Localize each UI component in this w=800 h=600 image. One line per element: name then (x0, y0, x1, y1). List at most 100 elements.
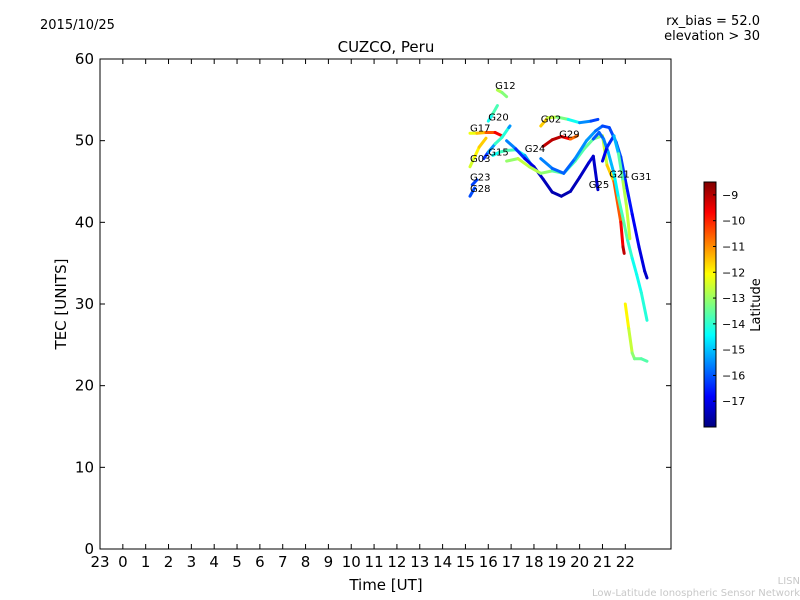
track-segment (573, 147, 586, 163)
track-segment (582, 137, 595, 151)
x-tick-label: 1 (141, 553, 151, 571)
track-segment (626, 238, 634, 260)
x-tick-label: 16 (479, 553, 498, 571)
track-segment (555, 115, 570, 121)
track-segment (477, 136, 488, 149)
track-segment (623, 178, 634, 216)
satellite-label: G15 (488, 147, 508, 158)
colorbar-label: Latitude (749, 278, 764, 332)
satellite-track (486, 104, 499, 123)
y-tick-label: 40 (75, 213, 94, 231)
track-segment (516, 157, 531, 169)
track-segment (468, 155, 477, 169)
track-segment (637, 245, 647, 273)
date-label: 2015/10/25 (40, 18, 115, 33)
satellite-track (482, 124, 512, 161)
track-segment (505, 148, 518, 152)
track-segment (541, 138, 554, 148)
colorbar-tick-label: −12 (722, 266, 745, 279)
colorbar-tick-label: −15 (722, 344, 745, 357)
track-segment (627, 327, 634, 355)
track-segment (468, 186, 477, 198)
satellite-label: G20 (488, 112, 508, 123)
track-segment (625, 204, 632, 241)
satellite-label: G03 (470, 154, 490, 165)
track-segment (612, 180, 623, 224)
track-segment (639, 357, 649, 363)
rx-bias-label: rx_bias = 52.0 (666, 14, 760, 29)
track-segment (619, 220, 625, 249)
track-segment (507, 124, 512, 130)
y-tick-label: 0 (84, 540, 94, 558)
satellite-track (468, 136, 488, 169)
colorbar-tick-label: −10 (722, 215, 745, 228)
satellite-track (468, 186, 477, 198)
x-tick-label: 21 (593, 553, 612, 571)
track-segment (493, 131, 504, 138)
track-segment (639, 291, 649, 322)
track-segment (617, 152, 625, 183)
satellite-track (505, 139, 600, 198)
track-segment (566, 117, 582, 125)
track-segment (630, 256, 639, 277)
track-segment (578, 119, 593, 125)
x-tick-label: 7 (278, 553, 288, 571)
satellite-track (623, 302, 649, 363)
track-segment (621, 245, 626, 255)
colorbar-tick-label: −13 (722, 292, 745, 305)
track-segment (562, 157, 577, 175)
chart-title: CUZCO, Peru (338, 38, 435, 56)
y-tick-label: 60 (75, 50, 94, 68)
x-tick-label: 15 (456, 553, 475, 571)
track-segment (523, 157, 536, 169)
track-segment (635, 273, 643, 295)
track-segment (617, 196, 625, 220)
track-segment (505, 139, 518, 151)
colorbar-tick-label: −16 (722, 369, 745, 382)
track-segment (500, 126, 511, 139)
colorbar-tick-label: −14 (722, 318, 745, 331)
x-tick-label: 9 (324, 553, 334, 571)
y-tick-label: 10 (75, 458, 94, 476)
track-segment (606, 150, 616, 175)
track-segment (623, 302, 631, 330)
x-axis-label: Time [UT] (348, 576, 422, 594)
x-tick-label: 18 (524, 553, 543, 571)
x-tick-label: 10 (342, 553, 361, 571)
track-segment (539, 157, 554, 170)
track-segment (550, 190, 563, 198)
track-segment (605, 163, 616, 183)
track-segment (612, 134, 620, 156)
satellite-label: G28 (470, 184, 490, 195)
track-segment (470, 178, 479, 187)
satellite-track (495, 88, 509, 99)
satellite-label: G12 (495, 81, 515, 92)
x-tick-label: 2 (164, 553, 174, 571)
colorbar (703, 181, 717, 428)
y-axis-label: TEC [UNITS] (52, 259, 70, 351)
colorbar-ticks: −9 −10 −11 −12 −13 −14 −15 −16 −17 (713, 189, 745, 408)
track-segment (621, 216, 630, 242)
satellite-label: G02 (541, 115, 561, 126)
track-segment (601, 145, 609, 163)
y-tick-label: 30 (75, 295, 94, 313)
track-segment (527, 165, 543, 175)
x-tick-label: 20 (570, 553, 589, 571)
satellite-track (541, 134, 579, 148)
x-tick-label: 0 (118, 553, 128, 571)
track-segment (491, 104, 499, 116)
track-segment (569, 134, 579, 141)
x-tick-label: 23 (90, 553, 109, 571)
track-segment (473, 145, 481, 159)
track-segment (486, 142, 497, 154)
satellite-track (468, 131, 504, 138)
track-segment (605, 134, 616, 149)
credit-lisn: LISN (777, 576, 800, 587)
track-segment (585, 129, 598, 143)
satellite-track (591, 131, 649, 322)
satellite-track (539, 115, 600, 128)
x-tick-label: 22 (616, 553, 635, 571)
x-tick-label: 13 (410, 553, 429, 571)
track-segment (539, 169, 554, 175)
